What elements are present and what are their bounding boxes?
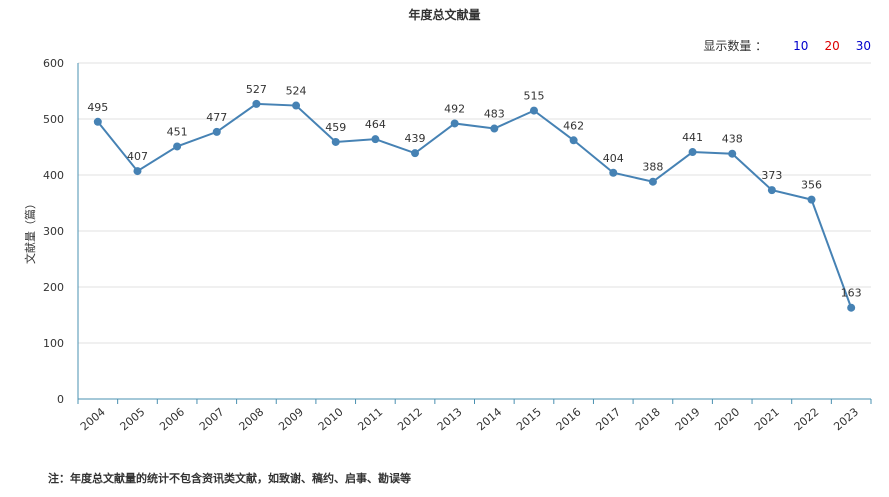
- data-label: 495: [87, 101, 108, 114]
- y-tick-label: 200: [43, 281, 64, 294]
- data-label: 527: [246, 83, 267, 96]
- x-tick-label: 2007: [197, 405, 227, 433]
- data-point: [847, 303, 856, 312]
- count-option-10[interactable]: 10: [793, 38, 809, 53]
- x-tick-label: 2023: [831, 405, 861, 433]
- data-label: 407: [127, 150, 148, 163]
- data-labels: 495 407 451 477 527 524 459 464 439 492 483 515 462 4…: [87, 83, 861, 300]
- data-label: 356: [801, 179, 822, 192]
- x-tick-label: 2010: [316, 405, 346, 433]
- data-label: 439: [405, 132, 426, 145]
- data-label: 515: [523, 90, 544, 103]
- x-tick-label: 2020: [712, 405, 742, 433]
- x-tick-label: 2018: [633, 405, 663, 433]
- display-count-selector: 显示数量 ： 10 20 30: [703, 37, 871, 54]
- count-option-30[interactable]: 30: [855, 38, 871, 53]
- data-label: 373: [761, 169, 782, 182]
- data-label: 459: [325, 121, 346, 134]
- data-label: 524: [286, 85, 307, 98]
- data-label: 404: [603, 152, 624, 165]
- y-axis-label: 文献量（篇）: [23, 198, 37, 264]
- data-point: [767, 186, 776, 195]
- grid-lines: [78, 62, 871, 344]
- data-label: 492: [444, 102, 465, 115]
- x-tick-label: 2017: [593, 405, 623, 433]
- x-tick-label: 2015: [514, 405, 544, 433]
- data-point: [569, 136, 578, 145]
- x-axis-ticks: 2004 2005 2006 2007 2008 2009 2010 2011 2012 2013…: [77, 399, 872, 433]
- series-line: [97, 102, 853, 309]
- chart-title: 年度总文献量: [408, 8, 481, 22]
- count-option-20[interactable]: 20: [824, 38, 840, 53]
- y-tick-label: 300: [43, 225, 64, 238]
- data-point: [490, 124, 499, 133]
- y-tick-label: 0: [57, 393, 64, 406]
- y-tick-label: 400: [43, 169, 64, 182]
- x-tick-label: 2013: [435, 405, 465, 433]
- y-tick-label: 600: [43, 57, 64, 70]
- x-tick-label: 2014: [474, 405, 504, 433]
- data-point: [371, 135, 380, 144]
- data-label: 483: [484, 108, 505, 121]
- y-tick-label: 100: [43, 337, 64, 350]
- x-tick-label: 2011: [355, 405, 385, 433]
- data-point: [133, 167, 142, 176]
- data-label: 163: [841, 287, 862, 300]
- x-tick-label: 2016: [554, 405, 584, 433]
- data-point: [688, 148, 697, 157]
- x-tick-label: 2008: [237, 405, 267, 433]
- data-point: [450, 119, 459, 128]
- x-tick-label: 2012: [395, 405, 425, 433]
- series-line-group: [93, 99, 856, 312]
- data-point: [331, 137, 340, 146]
- data-label: 438: [722, 133, 743, 146]
- data-label: 451: [167, 125, 188, 138]
- data-point: [529, 106, 538, 115]
- data-point: [252, 99, 261, 108]
- footer-note: 注：年度总文献量的统计不包含资讯类文献，如致谢、稿约、启事、勘误等: [48, 472, 411, 485]
- x-tick-label: 2004: [78, 405, 108, 433]
- x-tick-label: 2009: [276, 405, 306, 433]
- x-tick-label: 2019: [673, 405, 703, 433]
- data-point: [807, 195, 816, 204]
- x-tick-label: 2005: [118, 405, 148, 433]
- data-label: 462: [563, 119, 584, 132]
- data-point: [212, 127, 221, 136]
- data-label: 388: [642, 161, 663, 174]
- data-label: 441: [682, 131, 703, 144]
- data-label: 464: [365, 118, 386, 131]
- data-point: [173, 142, 182, 151]
- data-point: [609, 168, 618, 177]
- y-axis-ticks: 0 100 200 300 400 500 600: [43, 57, 64, 406]
- data-label: 477: [206, 111, 227, 124]
- data-point: [648, 177, 657, 186]
- x-tick-label: 2006: [157, 405, 187, 433]
- data-point: [93, 117, 102, 126]
- data-point: [728, 149, 737, 158]
- y-tick-label: 500: [43, 113, 64, 126]
- x-tick-label: 2022: [792, 405, 822, 433]
- x-tick-label: 2021: [752, 405, 782, 433]
- display-count-label: 显示数量 ：: [703, 39, 768, 53]
- data-point: [292, 101, 301, 110]
- data-point: [411, 149, 420, 158]
